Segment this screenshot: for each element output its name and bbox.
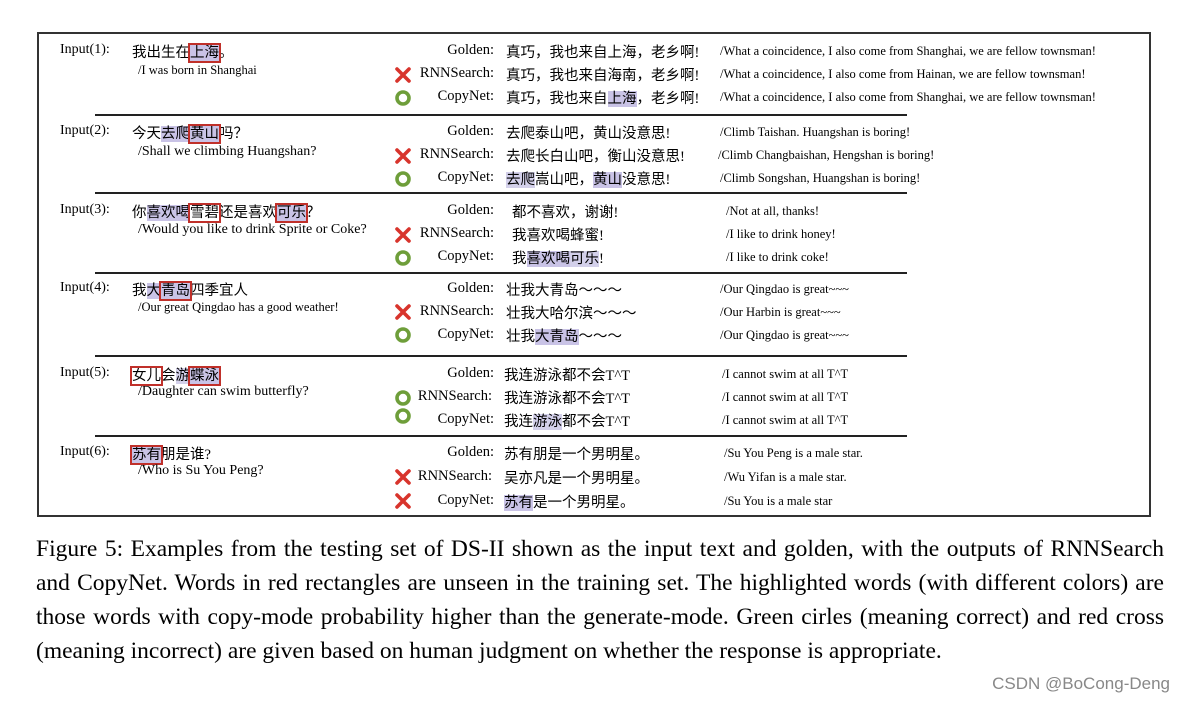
response-translation: /What a coincidence, I also come from Sh…: [720, 90, 1096, 104]
input-label: Input(2):: [60, 123, 110, 138]
input-en: /Daughter can swim butterfly?: [138, 384, 309, 399]
input-en: /I was born in Shanghai: [138, 63, 257, 77]
row-separator: [95, 192, 907, 194]
response-translation: /Climb Songshan, Huangshan is boring!: [720, 171, 921, 185]
response-label: CopyNet:: [437, 326, 494, 342]
circle-icon: [395, 250, 411, 266]
input-zh: 你喜欢喝雪碧还是喜欢可乐？: [132, 203, 321, 223]
input-label: Input(5):: [60, 365, 110, 380]
response-zh: 去爬长白山吧，衡山没意思!: [506, 149, 685, 165]
response-translation: /I cannot swim at all T^T: [722, 413, 849, 427]
response-label: Golden:: [447, 42, 494, 58]
input-en: /Would you like to drink Sprite or Coke?: [138, 222, 367, 237]
response-translation: /I cannot swim at all T^T: [722, 390, 849, 404]
row-separator: [95, 114, 907, 116]
response-translation: /Our Harbin is great~~~: [720, 305, 841, 319]
response-label: RNNSearch:: [417, 468, 492, 484]
response-label: Golden:: [447, 280, 494, 296]
row-separator: [95, 272, 907, 274]
figure-caption: Figure 5: Examples from the testing set …: [36, 536, 1164, 664]
cross-icon: [395, 67, 411, 83]
watermark: CSDN @BoCong-Deng: [992, 674, 1170, 693]
response-translation: /Wu Yifan is a male star.: [724, 470, 847, 484]
cross-icon: [395, 148, 411, 164]
response-label: Golden:: [447, 202, 494, 218]
response-translation: /Our Qingdao is great~~~: [720, 328, 849, 342]
input-en: /Our great Qingdao has a good weather!: [138, 300, 339, 314]
input-en: /Who is Su You Peng?: [138, 463, 264, 478]
cross-icon: [395, 304, 411, 320]
input-zh: 今天去爬黄山吗？: [132, 124, 248, 144]
response-label: CopyNet:: [437, 492, 494, 508]
response-zh: 真巧，我也来自上海，老乡啊!: [506, 91, 700, 107]
response-translation: /Climb Changbaishan, Hengshan is boring!: [718, 148, 935, 162]
response-label: Golden:: [447, 444, 494, 460]
circle-icon: [395, 171, 411, 187]
response-zh: 壮我大青岛～～～: [506, 329, 622, 345]
cross-icon: [395, 469, 411, 485]
response-zh: 都不喜欢，谢谢!: [512, 205, 619, 221]
response-translation: /What a coincidence, I also come from Sh…: [720, 44, 1096, 58]
row-separator: [95, 435, 907, 437]
response-translation: /I cannot swim at all T^T: [722, 367, 849, 381]
response-zh: 我连游泳都不会T^T: [504, 391, 631, 407]
response-label: Golden:: [447, 365, 494, 381]
response-label: Golden:: [447, 123, 494, 139]
response-label: CopyNet:: [437, 88, 494, 104]
input-label: Input(3):: [60, 202, 110, 217]
circle-icon: [395, 327, 411, 343]
input-label: Input(4):: [60, 280, 110, 295]
input-zh: 女儿会游蝶泳: [130, 366, 221, 386]
response-zh: 壮我大青岛～～～: [506, 283, 622, 299]
response-label: CopyNet:: [437, 411, 494, 427]
response-label: RNNSearch:: [419, 146, 494, 162]
response-zh: 吴亦凡是一个男明星。: [504, 471, 649, 487]
response-zh: 我喜欢喝可乐!: [512, 251, 604, 267]
response-translation: /Our Qingdao is great~~~: [720, 282, 849, 296]
input-label: Input(6):: [60, 444, 110, 459]
response-label: RNNSearch:: [417, 388, 492, 404]
response-label: RNNSearch:: [419, 303, 494, 319]
input-label: Input(1):: [60, 42, 110, 57]
response-label: RNNSearch:: [419, 225, 494, 241]
response-zh: 苏有是一个男明星。: [504, 495, 635, 511]
response-zh: 去爬嵩山吧，黄山没意思!: [506, 172, 671, 188]
input-en: /Shall we climbing Huangshan?: [138, 144, 317, 159]
response-zh: 真巧，我也来自上海，老乡啊!: [506, 45, 700, 61]
response-label: CopyNet:: [437, 169, 494, 185]
response-translation: /Not at all, thanks!: [726, 204, 820, 218]
response-translation: /Climb Taishan. Huangshan is boring!: [720, 125, 911, 139]
input-zh: 苏有朋是谁?: [130, 445, 211, 465]
response-zh: 我连游泳都不会T^T: [504, 414, 631, 430]
response-zh: 真巧，我也来自海南，老乡啊!: [506, 68, 700, 84]
response-zh: 苏有朋是一个男明星。: [504, 447, 649, 463]
response-translation: /Su You Peng is a male star.: [724, 446, 863, 460]
response-label: RNNSearch:: [419, 65, 494, 81]
figure-frame: [37, 32, 1151, 517]
cross-icon: [395, 493, 411, 509]
cross-icon: [395, 227, 411, 243]
response-zh: 我连游泳都不会T^T: [504, 368, 631, 384]
response-translation: /Su You is a male star: [724, 494, 833, 508]
input-zh: 我大青岛四季宜人: [132, 281, 248, 301]
row-separator: [95, 355, 907, 357]
circle-icon: [395, 90, 411, 106]
response-zh: 去爬泰山吧，黄山没意思!: [506, 126, 671, 142]
response-zh: 壮我大哈尔滨～～～: [506, 306, 637, 322]
response-zh: 我喜欢喝蜂蜜!: [512, 228, 604, 244]
response-label: CopyNet:: [437, 248, 494, 264]
input-zh: 我出生在上海。: [132, 43, 234, 63]
circle-icon: [395, 408, 411, 424]
response-translation: /I like to drink coke!: [726, 250, 829, 264]
circle-icon: [395, 390, 411, 406]
response-translation: /I like to drink honey!: [726, 227, 836, 241]
response-translation: /What a coincidence, I also come from Ha…: [720, 67, 1086, 81]
